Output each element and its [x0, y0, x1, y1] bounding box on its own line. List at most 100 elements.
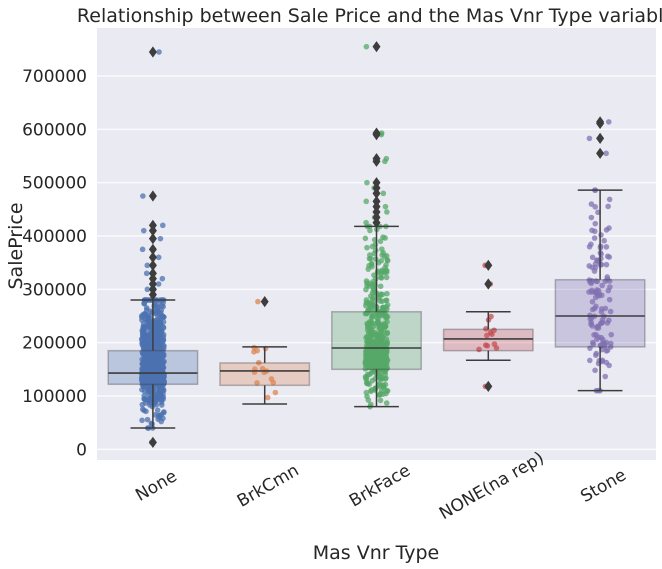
strip-point: [142, 323, 149, 330]
outlier-marker: [484, 259, 493, 271]
strip-point: [379, 267, 385, 274]
strip-point: [606, 196, 613, 203]
strip-point: [362, 310, 369, 317]
strip-point: [384, 302, 391, 308]
strip-point: [605, 203, 611, 210]
strip-point: [379, 291, 386, 298]
strip-point: [606, 317, 612, 324]
strip-point: [374, 357, 381, 363]
y-tick-label: 400000: [22, 227, 87, 247]
strip-point: [377, 283, 384, 290]
strip-point: [603, 227, 610, 233]
outlier-marker: [372, 127, 381, 139]
strip-point: [254, 347, 261, 354]
strip-point: [589, 298, 596, 305]
strip-point: [140, 227, 147, 234]
outlier-marker: [596, 116, 605, 128]
strip-point: [368, 305, 374, 312]
strip-point: [144, 416, 151, 423]
strip-point: [602, 278, 609, 285]
strip-point: [371, 250, 378, 257]
strip-point: [586, 243, 593, 250]
outlier-marker: [148, 243, 157, 255]
strip-point: [363, 389, 370, 396]
strip-point: [378, 274, 384, 281]
strip-point: [588, 214, 595, 221]
strip-point: [363, 375, 369, 381]
strip-point: [144, 286, 151, 293]
strip-point: [591, 228, 598, 235]
strip-point: [143, 378, 150, 384]
strip-point: [589, 254, 596, 261]
strip-point: [368, 261, 375, 267]
strip-point: [366, 335, 373, 342]
strip-point: [593, 289, 599, 295]
strip-point: [159, 222, 166, 229]
strip-point: [599, 282, 605, 289]
outlier-marker: [484, 278, 493, 290]
strip-point: [363, 219, 369, 226]
strip-point: [367, 327, 374, 333]
strip-point: [372, 329, 378, 336]
strip-point: [382, 368, 389, 374]
y-tick-label: 300000: [22, 280, 87, 300]
strip-point: [384, 209, 390, 215]
strip-point: [371, 272, 377, 278]
strip-point: [160, 364, 167, 371]
strip-point: [594, 323, 601, 330]
strip-point: [383, 155, 390, 162]
strip-point: [159, 313, 166, 320]
strip-point: [587, 357, 593, 364]
strip-point: [144, 357, 151, 364]
outlier-marker: [372, 41, 381, 53]
strip-point: [608, 331, 615, 338]
strip-point: [601, 237, 607, 244]
strip-point: [384, 313, 391, 320]
outlier-marker: [148, 190, 157, 202]
x-tick-label: BrkCmn: [234, 460, 303, 511]
outlier-marker: [148, 219, 157, 231]
x-tick-label: BrkFace: [346, 461, 414, 512]
strip-point: [154, 407, 161, 413]
strip-point: [140, 384, 147, 390]
strip-point: [364, 380, 371, 387]
strip-point: [254, 380, 260, 386]
strip-point: [144, 344, 150, 351]
strip-point: [602, 373, 609, 380]
strip-point: [491, 327, 497, 334]
strip-point: [144, 397, 151, 404]
strip-point: [158, 418, 165, 425]
strip-point: [383, 253, 390, 259]
strip-point: [152, 412, 159, 418]
strip-point: [476, 346, 482, 353]
strip-point: [593, 331, 599, 338]
strip-point: [598, 292, 605, 299]
strip-point: [379, 252, 385, 258]
strip-point: [384, 306, 390, 312]
strip-point: [368, 255, 374, 262]
x-tick-label: None: [132, 466, 180, 506]
outlier-marker: [148, 436, 157, 448]
x-tick-label: Stone: [577, 465, 630, 507]
x-axis-label: Mas Vnr Type: [313, 542, 440, 564]
strip-point: [592, 367, 598, 374]
y-axis-label: SalePrice: [5, 202, 27, 289]
boxes: [107, 41, 646, 448]
strip-point: [382, 323, 388, 330]
strip-point: [159, 275, 166, 282]
strip-point: [378, 327, 385, 334]
outlier-marker: [148, 267, 157, 279]
strip-point: [605, 119, 612, 125]
strip-point: [591, 305, 598, 312]
strip-point: [587, 345, 593, 351]
strip-point: [161, 409, 167, 415]
strip-point: [368, 299, 374, 305]
strip-point: [590, 339, 596, 346]
strip-point: [593, 352, 599, 358]
strip-point: [159, 373, 166, 380]
strip-point: [384, 290, 390, 297]
strip-point: [484, 332, 490, 339]
outlier-marker: [596, 132, 605, 144]
strip-point: [139, 246, 146, 253]
